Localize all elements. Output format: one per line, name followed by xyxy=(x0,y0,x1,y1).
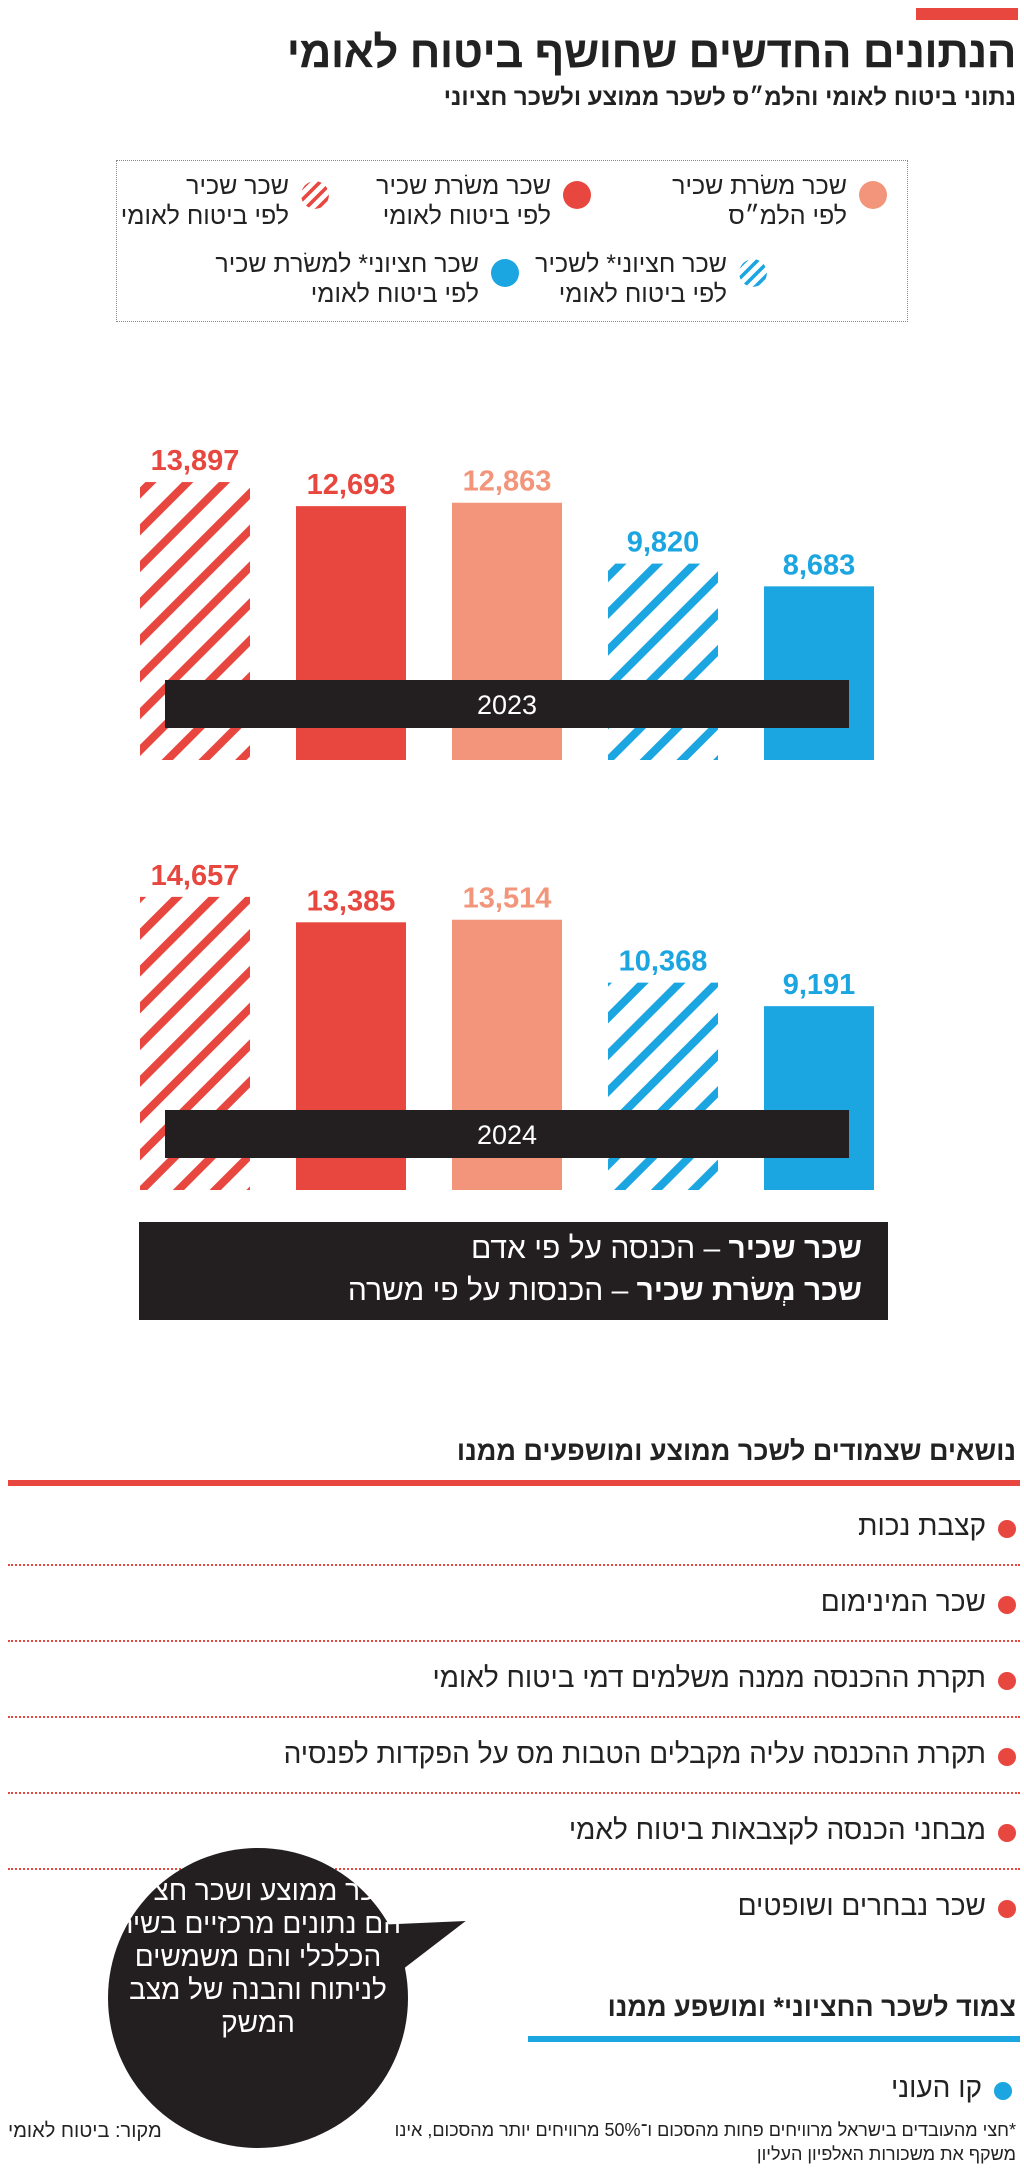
data-label-2023-1: 13,897 xyxy=(151,445,240,477)
data-label-2023-3: 12,863 xyxy=(463,466,552,498)
topic-label: מבחני הכנסה לקצבאות ביטוח לאמי xyxy=(568,1814,986,1845)
legend-swatch-solid-red xyxy=(563,181,591,209)
data-label-2024-3: 13,514 xyxy=(463,883,552,915)
data-label-2024-2: 13,385 xyxy=(307,885,396,917)
legend-item-ni-median-employee: שכר חציוני* לשכיר לפי ביטוח לאומי xyxy=(535,249,767,309)
year-band-2023 xyxy=(165,680,849,728)
legend-label: שכר משׂרת שכיר xyxy=(376,172,551,200)
data-label-2024-5: 9,191 xyxy=(783,969,856,1001)
legend-label: לפי ביטוח לאומי xyxy=(310,280,479,308)
data-label-2024-4: 10,368 xyxy=(619,946,708,978)
legend-item-cbs-position: שכר משׂרת שכיר לפי הלמ״ס xyxy=(672,171,887,231)
legend-label: לפי ביטוח לאומי xyxy=(382,202,551,230)
topic-label: שכר נבחרים ושופטים xyxy=(737,1890,986,1921)
definitions-box: שכר שכיר – הכנסה על פי אדם שכר מְשׂרת שכ… xyxy=(139,1222,888,1320)
list-item: שכר נבחרים ושופטים xyxy=(8,1870,1020,1946)
legend-label: שכר חציוני* למשׂרת שכיר xyxy=(215,250,479,278)
page-subtitle: נתוני ביטוח לאומי והלמ״ס לשכר ממוצע ולשכ… xyxy=(443,84,1016,111)
topics-title: נושאים שצמודים לשכר ממוצע ומושפעים ממנו xyxy=(456,1436,1016,1466)
bar-2024-5 xyxy=(764,1006,874,1190)
legend-swatch-solid-blue xyxy=(491,259,519,287)
list-item: קו העוני xyxy=(616,2070,1016,2110)
source-credit: מקור: ביטוח לאומי xyxy=(8,2120,162,2142)
accent-bar xyxy=(916,8,1018,20)
bar-2024-4 xyxy=(608,982,718,1190)
legend-label: לפי הלמ״ס xyxy=(728,202,847,230)
page-title: הנתונים החדשים שחושף ביטוח לאומי xyxy=(286,28,1017,77)
footnote: *חצי מהעובדים בישראל מרוויחים פחות מהסכו… xyxy=(394,2120,1016,2164)
legend: שכר משׂרת שכיר לפי הלמ״ס שכר משׂרת שכיר … xyxy=(116,160,908,322)
legend-swatch-solid-salmon xyxy=(859,181,887,209)
topic-label: תקרת ההכנסה עליה מקבלים הטבות מס על הפקד… xyxy=(283,1738,986,1769)
bar-2023-5 xyxy=(764,586,874,760)
legend-label: שכר שכיר xyxy=(186,172,289,200)
list-item: מבחני הכנסה לקצבאות ביטוח לאמי xyxy=(8,1794,1020,1870)
median-topic-label: קו העוני xyxy=(890,2072,982,2103)
legend-label: לפי ביטוח לאומי xyxy=(558,280,727,308)
data-label-2023-5: 8,683 xyxy=(783,549,856,581)
topic-label: קצבת נכות xyxy=(858,1510,986,1541)
data-label-2023-4: 9,820 xyxy=(627,527,700,559)
topic-label: שכר המינימום xyxy=(820,1586,986,1617)
year-label-2024: 2024 xyxy=(477,1120,537,1150)
legend-label: שכר משׂרת שכיר xyxy=(672,172,847,200)
bullet-icon xyxy=(998,1900,1016,1918)
speech-bubble xyxy=(108,1848,408,2148)
legend-item-ni-employee: שכר שכיר לפי ביטוח לאומי xyxy=(121,171,329,231)
legend-item-ni-position: שכר משׂרת שכיר לפי ביטוח לאומי xyxy=(376,171,591,231)
definition-employee: שכר שכיר – הכנסה על פי אדם xyxy=(470,1232,862,1265)
bullet-icon xyxy=(998,1520,1016,1538)
list-item: שכר המינימום xyxy=(8,1566,1020,1642)
list-item: תקרת ההכנסה ממנה משלמים דמי ביטוח לאומי xyxy=(8,1642,1020,1718)
legend-label: לפי ביטוח לאומי xyxy=(120,202,289,230)
legend-swatch-hatched-red xyxy=(301,181,329,209)
list-item: תקרת ההכנסה עליה מקבלים הטבות מס על הפקד… xyxy=(8,1718,1020,1794)
bullet-icon xyxy=(998,1824,1016,1842)
year-band-2024 xyxy=(165,1110,849,1158)
legend-item-ni-median-position: שכר חציוני* למשׂרת שכיר לפי ביטוח לאומי xyxy=(215,249,519,309)
legend-swatch-hatched-blue xyxy=(739,259,767,287)
year-label-2023: 2023 xyxy=(477,690,537,720)
definition-position: שכר מְשׂרת שכיר – הכנסות על פי משרה xyxy=(347,1274,862,1307)
bar-2023-4 xyxy=(608,563,718,760)
topics-divider xyxy=(8,1480,1020,1486)
list-item: קצבת נכות xyxy=(8,1490,1020,1566)
bullet-icon xyxy=(998,1596,1016,1614)
bar-chart: 13,897 12,693 12,863 9,820 8,683 14,657 13,385… xyxy=(140,445,874,1190)
median-topics-title: צמוד לשכר החציוני* ומושפע ממנו xyxy=(607,1992,1016,2022)
speech-bubble-text: שכר ממוצע ושכר חציוני הם נתונים מרכזיים … xyxy=(114,1875,402,2038)
bullet-icon xyxy=(998,1672,1016,1690)
data-label-2023-2: 12,693 xyxy=(307,469,396,501)
legend-label: שכר חציוני* לשכיר xyxy=(535,250,727,278)
data-label-2024-1: 14,657 xyxy=(151,860,240,892)
bullet-icon xyxy=(998,1748,1016,1766)
median-topics-divider xyxy=(528,2036,1020,2042)
bullet-icon xyxy=(994,2082,1012,2100)
topic-label: תקרת ההכנסה ממנה משלמים דמי ביטוח לאומי xyxy=(432,1662,987,1693)
